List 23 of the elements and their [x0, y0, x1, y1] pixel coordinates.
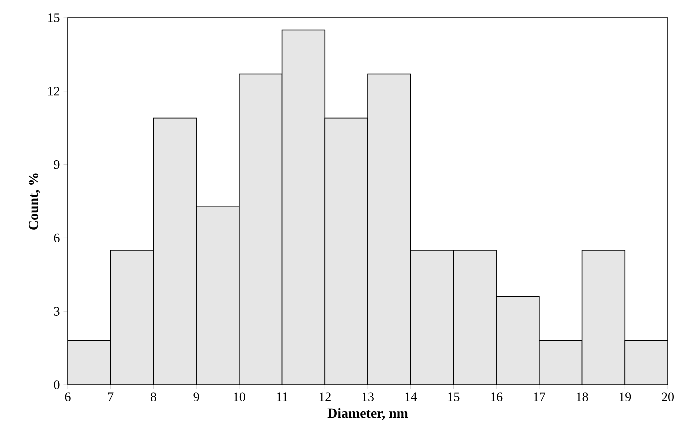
x-tick-label: 14	[406, 392, 418, 402]
x-tick-label: 6	[65, 392, 71, 402]
x-tick-label: 10	[234, 392, 246, 402]
x-tick-label: 11	[277, 392, 288, 402]
x-tick-label: 19	[620, 392, 632, 402]
x-tick-label: 12	[320, 392, 331, 402]
x-tick-label: 9	[194, 392, 200, 402]
x-tick-label: 18	[576, 392, 588, 402]
x-tick-label: 13	[362, 392, 374, 402]
y-tick-label: 6	[54, 234, 60, 243]
y-axis-title: Count, %	[28, 174, 40, 230]
x-axis-title: Diameter, nm	[328, 408, 408, 420]
y-tick-label: 3	[54, 307, 60, 316]
y-tick-label: 9	[54, 160, 60, 170]
y-tick-label: 0	[54, 380, 60, 390]
x-tick-label: 20	[662, 392, 674, 402]
x-tick-label: 16	[491, 392, 503, 402]
x-tick-label: 15	[448, 392, 460, 402]
y-tick-label: 15	[48, 14, 60, 22]
y-tick-label: 12	[48, 87, 60, 96]
x-tick-label: 7	[108, 392, 114, 402]
x-tick-label: 8	[150, 392, 156, 402]
x-tick-label: 17	[534, 392, 546, 402]
